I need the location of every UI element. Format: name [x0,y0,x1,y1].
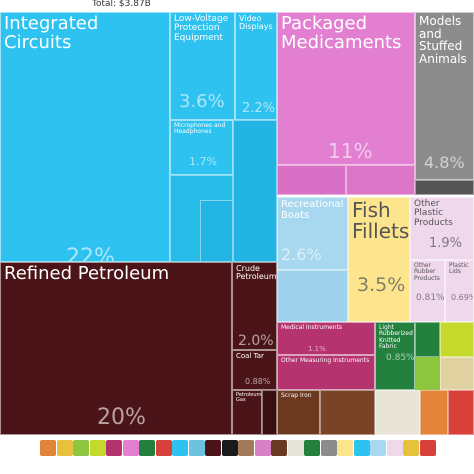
category-icon [320,440,337,456]
cell-label: Medical Instruments [281,324,343,331]
treemap-cell: Models and Stuffed Animals 4.8% [415,12,474,180]
tile [415,180,474,195]
cell-value-label: 0.81% [416,293,445,303]
category-icon [403,440,419,456]
treemap-cell: Microphones and Headphones 1.7% [170,120,233,175]
tile [277,165,346,195]
category-icon [73,440,89,456]
category-icon [205,440,221,456]
tile [262,390,277,435]
category-icon [188,440,205,456]
cell-label: Recreational Boats [281,199,344,221]
cell-value-label: 1.1% [308,345,326,353]
cell-label: Packaged Medicaments [281,13,402,53]
tile [200,200,233,262]
cell-label: Scrap Iron [281,392,312,399]
category-icon [122,440,139,456]
treemap-cell: Crude Petroleum 2.0% [232,262,277,350]
category-icon [386,440,403,456]
treemap-cell: Petroleum Gas [232,390,262,435]
cell-label: Petroleum Gas [236,392,262,404]
treemap-cell: Scrap Iron [277,390,320,435]
cell-label: Fish Fillets [352,198,410,243]
tile [420,390,448,435]
category-icon [56,440,73,456]
treemap-cell: Coal Tar 0.88% [232,350,277,390]
treemap-cell: Light Rubberized Knitted Fabric 0.85% [375,322,415,390]
tile [320,390,375,435]
cell-label: Other Rubber Products [414,262,440,282]
treemap-cell: Fish Fillets 3.5% [348,197,410,322]
treemap-cell: Low-Voltage Protection Equipment 3.6% [170,12,235,120]
category-icon [370,440,386,456]
cell-value-label: 22% [66,245,115,262]
cell-value-label: 4.8% [424,153,465,172]
cell-value-label: 0.88% [245,377,271,386]
category-icon [172,440,188,456]
category-icon [353,440,370,456]
treemap-cell: Other Plastic Products 1.9% [410,197,474,260]
category-icon [419,440,436,456]
treemap-cell: Plastic Lids 0.69% [445,260,474,322]
cell-label: Microphones and Headphones [174,122,226,136]
cell-value-label: 11% [328,139,373,163]
treemap-cell: Packaged Medicaments 11% [277,12,415,165]
cell-value-label: 3.5% [357,274,406,296]
cell-label: Crude Petroleum [236,264,277,282]
cell-label: Models and Stuffed Animals [419,14,467,66]
treemap-cell: Integrated Circuits 22% [0,12,170,262]
tile [277,270,348,322]
cell-label: Coal Tar [236,352,264,360]
category-icon [139,440,155,456]
treemap-cell: Video Displays 2.2% [235,12,277,120]
cell-value-label: 1.7% [189,155,217,168]
category-icon [89,440,106,456]
tile [440,322,474,357]
category-icon [287,440,304,456]
category-icon [271,440,287,456]
category-icon [221,440,238,456]
cell-label: Refined Petroleum [4,263,170,284]
treemap-cell: Medical Instruments 1.1% [277,322,375,355]
tile [375,390,420,435]
treemap-cell: Other Rubber Products 0.81% [410,260,445,322]
category-icon [254,440,271,456]
cell-label: Other Plastic Products [414,199,453,228]
cell-value-label: 2.2% [242,101,276,116]
cell-value-label: 1.9% [429,236,463,251]
cell-label: Light Rubberized Knitted Fabric [379,324,413,350]
treemap-cell: Refined Petroleum 20% [0,262,232,435]
tile [448,390,474,435]
treemap-cell: Recreational Boats 2.6% [277,197,348,270]
cell-label: Integrated Circuits [4,13,99,53]
cell-label: Other Measuring Instruments [281,357,370,364]
chart-title: Total: $3.87B [92,0,151,9]
cell-label: Plastic Lids [449,262,469,276]
tile [233,120,277,262]
cell-value-label: 0.69% [451,293,474,302]
cell-value-label: 20% [97,405,146,430]
cell-value-label: 2.6% [281,245,322,264]
category-icon [40,440,56,456]
cell-label: Low-Voltage Protection Equipment [174,14,229,43]
tile [440,357,474,390]
tile [415,322,440,357]
tile [346,165,415,195]
cell-label: Video Displays [239,14,273,32]
cell-value-label: 0.85% [386,353,415,363]
treemap-cell: Other Measuring Instruments [277,355,375,390]
category-icon [238,440,254,456]
category-icon [304,440,320,456]
category-icon [337,440,353,456]
cell-value-label: 2.0% [238,333,274,349]
cell-value-label: 3.6% [179,91,225,112]
category-icon [155,440,172,456]
category-icon [106,440,122,456]
